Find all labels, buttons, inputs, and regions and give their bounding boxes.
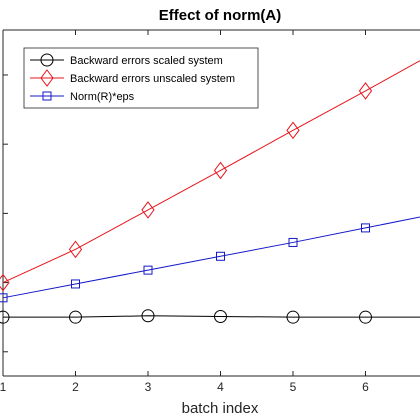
data-point-diamond	[0, 273, 10, 292]
legend-label: Backward errors unscaled system	[70, 73, 235, 85]
x-tick-label: 1	[0, 380, 7, 394]
x-tick-label: 4	[217, 380, 224, 394]
legend-label: Backward errors scaled system	[70, 55, 223, 67]
series-circle	[0, 309, 420, 324]
data-point-square	[0, 293, 8, 303]
legend: Backward errors scaled system Backward er…	[23, 47, 259, 109]
series-diamond	[0, 60, 420, 292]
x-ticks: 1 2 3 4 5 6	[0, 30, 369, 394]
data-point-circle	[141, 309, 155, 323]
legend-marker-circle	[40, 53, 54, 67]
series-layer	[0, 60, 420, 324]
x-tick-label: 6	[362, 380, 369, 394]
data-point-circle	[359, 310, 372, 324]
data-point-square	[216, 251, 225, 261]
data-point-diamond	[358, 82, 373, 100]
x-tick-label: 5	[290, 380, 297, 394]
x-tick-label: 3	[145, 380, 152, 394]
legend-entry: Backward errors unscaled system	[30, 69, 235, 87]
data-point-circle	[214, 309, 227, 323]
data-point-square	[143, 265, 153, 275]
series-line	[2, 216, 420, 299]
legend-entry: Backward errors scaled system	[30, 53, 223, 67]
data-point-circle	[286, 310, 300, 324]
x-axis-label: batch index	[182, 400, 259, 417]
legend-label: Norm(R)*eps	[70, 91, 135, 103]
series-line	[2, 60, 420, 284]
data-point-diamond	[141, 201, 155, 219]
series-square	[0, 216, 420, 303]
legend-marker-square	[42, 91, 52, 101]
data-point-square	[71, 279, 80, 289]
legend-items: Backward errors scaled system Backward er…	[30, 53, 235, 103]
chart-title: Effect of norm(A)	[159, 7, 282, 24]
data-point-square	[288, 237, 298, 247]
data-point-circle	[69, 310, 82, 324]
data-point-diamond	[286, 121, 300, 140]
data-point-diamond	[213, 161, 228, 180]
x-tick-label: 2	[72, 380, 79, 394]
series-line	[3, 315, 420, 318]
data-point-circle	[0, 310, 10, 324]
legend-marker-diamond	[40, 69, 54, 87]
legend-entry: Norm(R)*eps	[30, 91, 135, 103]
data-point-square	[361, 223, 370, 233]
data-point-diamond	[68, 240, 83, 259]
y-ticks	[3, 74, 8, 353]
